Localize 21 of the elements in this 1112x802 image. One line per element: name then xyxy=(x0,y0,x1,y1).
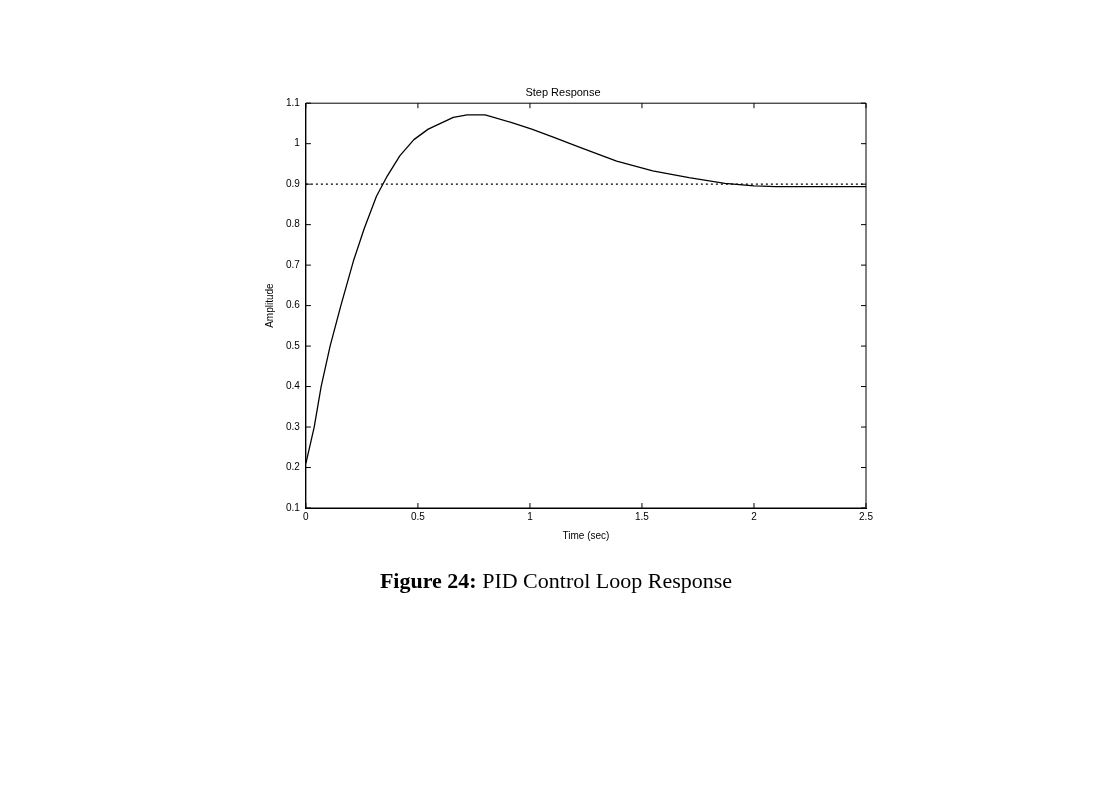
x-tick-label: 1.5 xyxy=(635,510,650,522)
y-tick-label: 0.4 xyxy=(286,380,301,392)
y-tick-label: 0.9 xyxy=(286,177,301,189)
x-tick-label: 2 xyxy=(751,510,758,522)
caption: Figure 24: PID Control Loop Response xyxy=(378,568,734,594)
y-tick-label: 0.5 xyxy=(286,339,301,351)
y-tick-label: 0.6 xyxy=(286,299,301,311)
x-tick-label: 0 xyxy=(303,510,310,522)
x-tick-label: 2.5 xyxy=(859,510,874,522)
y-tick-label: 1 xyxy=(294,137,301,149)
y-tick-label: 0.7 xyxy=(286,258,301,270)
y-tick-label: 0.3 xyxy=(286,420,301,432)
x-tick-label: 0.5 xyxy=(410,510,426,522)
x-tick-label: 1 xyxy=(527,510,534,522)
y-tick-label: 0.8 xyxy=(286,218,301,230)
y-tick-label: 0.2 xyxy=(286,461,301,473)
y-tick-label: 1.1 xyxy=(286,96,301,108)
y-tick-label: 0.1 xyxy=(286,501,301,513)
chart-title: Step Response xyxy=(525,85,601,98)
y-axis-title: Amplitude xyxy=(263,282,275,328)
x-axis-title: Time (sec) xyxy=(562,529,610,541)
